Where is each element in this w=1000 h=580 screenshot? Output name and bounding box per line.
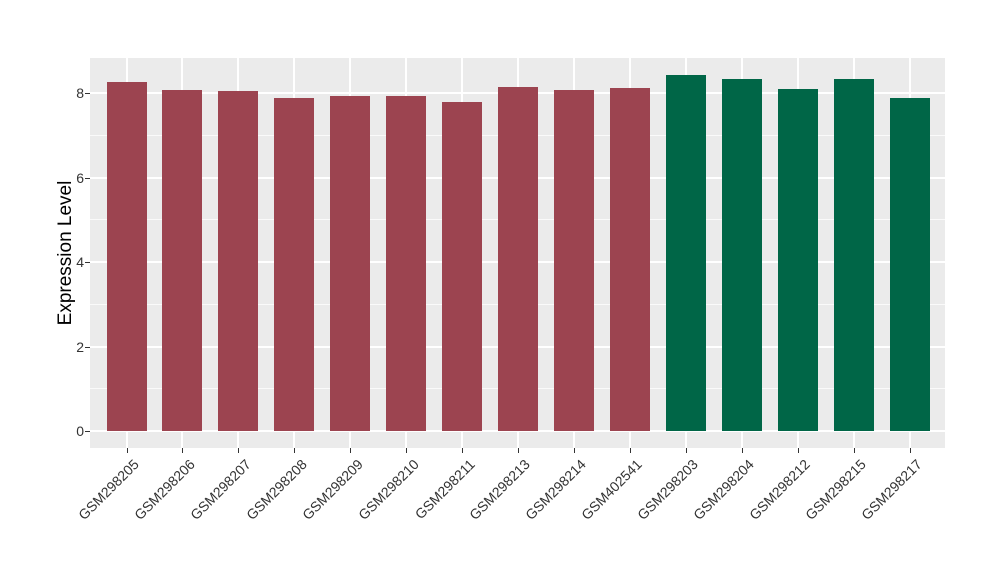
- x-axis-tick-mark: [406, 448, 408, 453]
- x-tick-label: GSM298206: [130, 456, 198, 523]
- bar-GSM298217: [889, 98, 930, 431]
- bar-GSM298212: [777, 89, 818, 431]
- x-tick-label: GSM298215: [802, 456, 869, 523]
- bar-GSM298207: [218, 91, 259, 431]
- x-tick-label: GSM402541: [578, 456, 646, 523]
- x-tick-label: GSM298211: [411, 456, 478, 523]
- x-axis-tick-mark: [350, 448, 352, 453]
- x-tick-label: GSM298209: [298, 456, 366, 523]
- bar-GSM298213: [498, 86, 538, 431]
- bar-GSM402541: [609, 87, 650, 431]
- x-axis-tick-mark: [853, 448, 855, 453]
- bar-GSM298208: [274, 98, 315, 431]
- x-tick-label: GSM298203: [634, 456, 702, 523]
- bar-GSM298209: [330, 96, 371, 431]
- bar-GSM298203: [665, 74, 706, 431]
- y-tick-label: 2: [76, 338, 84, 355]
- x-tick-label: GSM298213: [466, 456, 534, 523]
- y-tick-label: 0: [76, 423, 84, 439]
- x-axis-tick-mark: [462, 448, 464, 453]
- x-tick-label: GSM298210: [354, 456, 422, 523]
- bar-GSM298204: [721, 79, 762, 431]
- x-axis-tick-mark: [741, 448, 743, 453]
- bar-GSM298210: [386, 96, 427, 431]
- x-tick-label: GSM298217: [857, 456, 925, 523]
- x-axis-tick-mark: [909, 448, 911, 453]
- x-axis-tick-mark: [797, 448, 799, 453]
- bar-GSM298206: [162, 90, 203, 431]
- x-tick-label: GSM298212: [746, 456, 813, 523]
- bar-GSM298215: [833, 79, 874, 431]
- x-axis-tick-mark: [294, 448, 296, 453]
- plot-panel: [90, 58, 945, 448]
- x-axis-tick-mark: [238, 448, 240, 453]
- y-tick-label: 8: [76, 85, 84, 101]
- x-tick-label: GSM298205: [74, 456, 142, 523]
- x-tick-label: GSM298214: [522, 456, 590, 523]
- x-axis-tick-mark: [685, 448, 687, 453]
- x-tick-label: GSM298207: [186, 456, 254, 523]
- x-axis-tick-mark: [182, 448, 184, 453]
- x-axis-tick-mark: [518, 448, 519, 453]
- x-axis-tick-mark: [629, 448, 631, 453]
- bar-GSM298214: [553, 89, 594, 431]
- y-axis-title: Expression Level: [55, 180, 76, 326]
- x-axis-tick-mark: [573, 448, 575, 453]
- bar-GSM298205: [106, 82, 147, 431]
- x-axis-tick-mark: [126, 448, 128, 453]
- x-tick-label: GSM298208: [242, 456, 310, 523]
- x-tick-label: GSM298204: [690, 456, 758, 523]
- bar-GSM298211: [442, 102, 483, 431]
